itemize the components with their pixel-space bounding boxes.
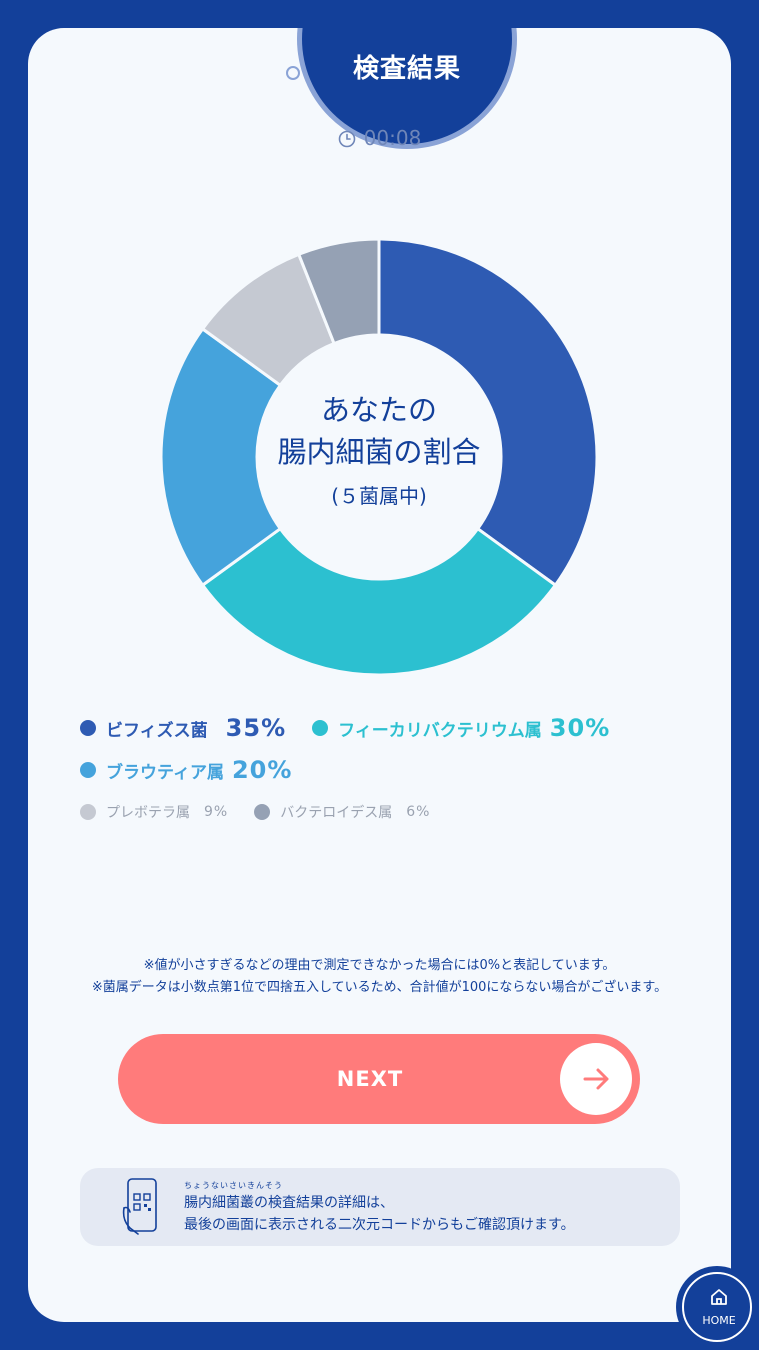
timer-value: 00:08	[363, 126, 422, 150]
legend-value: 9%	[204, 804, 229, 820]
home-label: HOME	[702, 1314, 736, 1327]
donut-chart	[159, 237, 599, 677]
info-line1: 腸内細菌叢の検査結果の詳細は、	[184, 1195, 394, 1211]
legend-name: フィーカリバクテリウム属	[338, 720, 542, 741]
legend-name: プレボテラ属	[106, 805, 190, 821]
home-button-ring: HOME	[682, 1272, 752, 1342]
home-icon	[711, 1289, 727, 1305]
legend-item-prevotella: プレボテラ属 9%	[80, 802, 228, 822]
legend-name: バクテロイデス属	[280, 805, 393, 821]
note-line-1: ※値が小さすぎるなどの理由で測定できなかった場合には0%と表記しています。	[143, 958, 616, 973]
info-box: ちょうないさいきんそう 腸内細菌叢の検査結果の詳細は、 最後の画面に表示される二…	[80, 1168, 680, 1246]
legend-name: ビフィズス菌	[106, 720, 208, 741]
legend-dot	[312, 720, 329, 736]
legend-item-faecalibacterium: フィーカリバクテリウム属 30%	[312, 714, 610, 742]
phone-qr-icon	[122, 1178, 157, 1235]
page-title: 検査結果	[352, 54, 461, 84]
next-button[interactable]: NEXT	[118, 1034, 640, 1124]
center-sub: (５菌属中)	[331, 484, 427, 508]
donut-slice-1	[200, 526, 558, 677]
arrow-right-icon	[583, 1068, 609, 1090]
legend-item-blautia: ブラウティア属 20%	[80, 756, 292, 784]
legend-row-3: プレボテラ属 9% バクテロイデス属 6%	[80, 802, 456, 822]
legend-value: 20%	[231, 756, 293, 784]
donut-slice-0	[377, 237, 599, 588]
next-button-label: NEXT	[336, 1067, 404, 1091]
donut-slice-4	[296, 237, 381, 346]
next-arrow-circle	[560, 1043, 632, 1115]
legend-item-bifidobacterium: ビフィズス菌 35%	[80, 714, 286, 742]
legend-dot	[80, 762, 96, 778]
legend-dot	[80, 720, 96, 736]
center-line1: あなたの	[320, 393, 437, 427]
info-line2: 最後の画面に表示される二次元コードからもご確認頂けます。	[184, 1217, 575, 1233]
legend-item-bacteroides: バクテロイデス属 6%	[254, 802, 430, 822]
timer: 00:08	[28, 126, 731, 150]
clock-icon	[338, 130, 355, 148]
home-button[interactable]: HOME	[676, 1266, 758, 1348]
legend-value: 6%	[406, 804, 431, 820]
legend-value: 30%	[549, 714, 611, 742]
legend-value: 35%	[225, 714, 287, 742]
legend-name: ブラウティア属	[106, 762, 224, 783]
legend-row-2: ブラウティア属 20%	[80, 756, 318, 784]
title-dot-decoration	[286, 66, 300, 80]
result-card: 検査結果 00:08 あなたの 腸内細菌の割合 (５菌属中) ビフィズス菌 35…	[28, 28, 731, 1322]
chart-center-label: あなたの 腸内細菌の割合 (５菌属中)	[214, 390, 544, 518]
center-line2: 腸内細菌の割合	[277, 435, 481, 469]
legend-dot	[80, 804, 96, 820]
note-line-2: ※菌属データは小数点第1位で四捨五入しているため、合計値が100にならない場合が…	[91, 980, 668, 995]
legend-row-1: ビフィズス菌 35% フィーカリバクテリウム属 30%	[80, 714, 636, 742]
legend-dot	[254, 804, 271, 820]
donut-slice-2	[159, 326, 283, 588]
info-ruby: ちょうないさいきんそう	[184, 1181, 283, 1190]
